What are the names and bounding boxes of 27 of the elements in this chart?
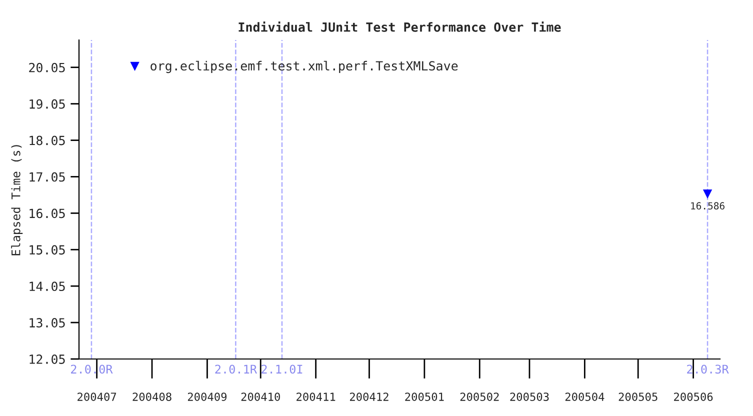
y-tick-label: 17.05 <box>30 172 65 182</box>
x-tick-label: 200411 <box>296 392 336 401</box>
x-tick-label: 200504 <box>565 392 604 401</box>
x-tick-label: 200412 <box>350 392 388 401</box>
x-tick-label: 200408 <box>132 392 172 401</box>
y-tick-label: 19.05 <box>30 99 65 109</box>
x-tick-label: 200503 <box>510 392 549 401</box>
y-tick-label: 13.05 <box>30 318 65 328</box>
x-tick-label: 200409 <box>188 392 227 401</box>
y-axis-title: Elapsed Time (s) <box>11 145 23 256</box>
y-tick-label: 12.05 <box>30 354 65 364</box>
y-tick-label: 14.05 <box>30 282 65 292</box>
x-tick-label: 200410 <box>241 392 280 401</box>
y-tick-label: 18.05 <box>30 136 65 146</box>
y-tick-label: 15.05 <box>30 245 65 255</box>
legend-label: org.eclipse.emf.test.xml.perf.TestXMLSave <box>150 60 458 74</box>
y-tick-label: 20.05 <box>29 62 65 72</box>
x-tick-label: 200505 <box>618 392 658 401</box>
y-tick-label: 16.05 <box>30 208 65 218</box>
x-tick-label: 200407 <box>78 392 116 401</box>
x-tick-label: 200502 <box>460 392 499 401</box>
ref-line-label: 2.1.0I <box>262 364 302 374</box>
ref-line-label: 2.0.1R <box>215 364 258 374</box>
data-label: 16.586 <box>691 202 724 210</box>
x-tick-label: 200506 <box>674 392 713 401</box>
x-tick-label: 200501 <box>405 392 444 401</box>
chart-title: Individual JUnit Test Performance Over Time <box>238 22 561 32</box>
